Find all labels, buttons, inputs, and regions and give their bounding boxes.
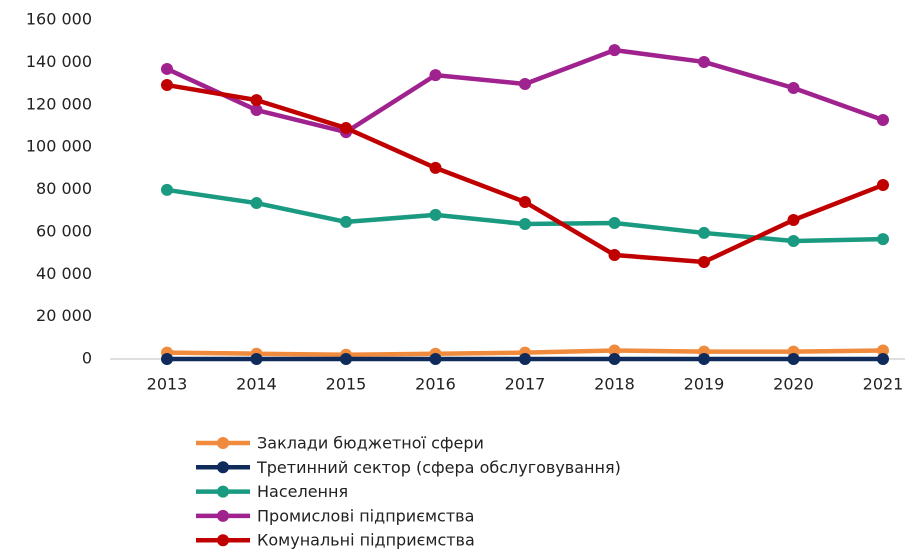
data-point [698, 255, 710, 268]
legend-marker [217, 509, 229, 522]
x-tick-label: 2016 [415, 375, 456, 394]
data-point [250, 197, 263, 210]
data-point [608, 353, 621, 365]
x-tick-label: 2015 [326, 375, 367, 394]
x-tick-label: 2013 [147, 375, 188, 394]
data-point [519, 77, 531, 90]
legend-label: Комунальні підприємства [257, 531, 475, 550]
y-tick-label: 140 000 [26, 52, 92, 71]
y-tick-label: 80 000 [36, 179, 92, 198]
series-line [166, 82, 884, 265]
data-point [250, 104, 263, 117]
legend-marker [217, 437, 229, 449]
data-point [340, 353, 352, 365]
data-point [161, 353, 173, 365]
y-tick-label: 60 000 [36, 221, 92, 240]
data-point [250, 94, 263, 107]
legend-label: Населення [257, 482, 348, 501]
x-tick-label: 2021 [863, 375, 904, 394]
y-tick-label: 120 000 [26, 94, 92, 113]
x-tick-label: 2017 [505, 375, 546, 394]
data-point [340, 122, 352, 135]
data-point [787, 82, 800, 95]
y-tick-label: 160 000 [26, 10, 92, 29]
data-point [698, 353, 710, 365]
data-point [877, 233, 889, 246]
data-point [429, 69, 442, 82]
data-point [161, 183, 173, 196]
data-point [608, 248, 621, 261]
y-tick-label: 40 000 [36, 264, 92, 283]
legend-label: Заклади бюджетної сфери [257, 434, 484, 453]
data-point [608, 44, 621, 57]
data-point [161, 79, 173, 92]
data-point [608, 216, 621, 229]
data-point [877, 344, 889, 357]
data-point [877, 114, 889, 127]
legend-marker [217, 485, 229, 498]
data-point [787, 234, 800, 247]
series-line [166, 47, 884, 135]
x-tick-label: 2019 [684, 375, 725, 394]
data-point [340, 215, 352, 228]
data-point [787, 353, 800, 365]
x-tick-label: 2014 [236, 375, 277, 394]
data-point [519, 353, 531, 365]
data-point [877, 179, 889, 192]
x-tick-label: 2020 [773, 375, 814, 394]
data-point [519, 218, 531, 231]
x-tick-label: 2018 [594, 375, 635, 394]
data-point [161, 62, 173, 75]
data-point [429, 161, 442, 174]
legend-marker [217, 461, 229, 474]
y-tick-label: 0 [82, 349, 92, 368]
data-point [250, 353, 263, 365]
data-point [608, 344, 621, 357]
y-tick-label: 20 000 [36, 306, 92, 325]
data-point [698, 226, 710, 239]
data-point [429, 353, 442, 365]
data-point [877, 353, 889, 365]
data-point [787, 214, 800, 227]
legend-label: Промислові підприємства [257, 506, 474, 525]
data-point [698, 55, 710, 68]
legend-label: Третинний сектор (сфера обслуговування) [256, 458, 621, 477]
data-point [429, 208, 442, 221]
data-point [519, 196, 531, 209]
legend-marker [217, 534, 229, 547]
y-tick-label: 100 000 [26, 137, 92, 156]
